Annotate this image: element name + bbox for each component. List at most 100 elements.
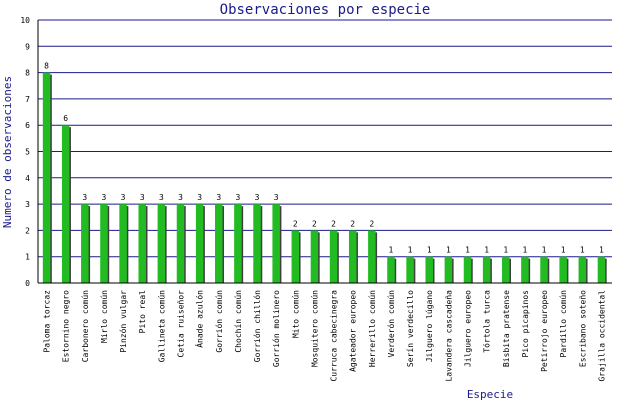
x-tick-label: Pico picapinos	[521, 290, 530, 358]
x-tick-label: Pinzón vulgar	[118, 290, 128, 353]
data-labels: 8 6 3 3 3 3 3 3 3 3 3 3 3 2 2 2 2 2 1 1 1 1 1 1 1 1 1 1 1 1	[44, 62, 604, 255]
bar	[42, 72, 51, 283]
bar	[482, 256, 491, 283]
grid	[38, 19, 612, 258]
y-tick-label: 1	[25, 253, 30, 262]
data-label: 3	[82, 193, 87, 202]
data-label: 3	[255, 193, 260, 202]
data-label: 3	[197, 193, 202, 202]
x-tick-label: Paloma torcaz	[43, 290, 52, 353]
y-tick-label: 3	[25, 200, 30, 209]
data-label: 1	[599, 246, 604, 255]
x-tick-label: Gorrión chillón	[252, 290, 262, 362]
bar	[272, 204, 280, 283]
axes	[37, 20, 612, 284]
y-tick-label: 4	[25, 174, 30, 183]
y-tick-label: 9	[25, 42, 30, 51]
x-tick-label: Jilguero lúgano	[425, 290, 434, 362]
bar	[387, 256, 395, 283]
data-label: 3	[140, 193, 145, 202]
x-tick-label: Mosquitero común	[310, 290, 319, 367]
chart-title: Observaciones por especie	[220, 2, 431, 18]
x-tick-label: Serín verdecillo	[406, 290, 415, 367]
bars	[42, 72, 607, 283]
bar	[425, 256, 433, 283]
data-label: 3	[235, 193, 240, 202]
bar	[100, 204, 108, 283]
x-axis-label: Especie	[467, 388, 513, 400]
data-label: 1	[522, 246, 527, 255]
y-tick-label: 10	[20, 16, 30, 25]
data-label: 3	[178, 193, 183, 202]
y-axis-label: Numero de observaciones	[1, 76, 14, 228]
y-tick-label: 2	[25, 226, 30, 235]
x-tick-label: Lavandera cascadeña	[444, 290, 453, 382]
bar	[195, 204, 204, 283]
x-tick-label: Estornino negro	[62, 290, 71, 362]
data-label: 3	[159, 193, 164, 202]
data-label: 6	[63, 114, 68, 123]
bar	[329, 230, 338, 283]
bar	[578, 256, 587, 283]
data-label: 2	[350, 219, 355, 228]
data-label: 3	[216, 193, 221, 202]
bar	[406, 256, 414, 283]
data-label: 3	[102, 193, 107, 202]
y-tick-label: 7	[25, 95, 30, 104]
bar	[215, 204, 223, 283]
data-label: 1	[408, 246, 413, 255]
bar	[368, 230, 376, 283]
bar	[559, 256, 567, 283]
bar	[597, 256, 606, 283]
x-tick-label: Gallineta común	[157, 290, 166, 362]
x-tick-label: Jilguero europeo	[464, 290, 473, 367]
bar	[291, 230, 300, 283]
data-label: 3	[121, 193, 126, 202]
bar	[138, 204, 146, 283]
data-label: 2	[369, 219, 374, 228]
bar	[234, 204, 242, 283]
x-tick-label: Gorrión molinero	[271, 290, 281, 367]
bar	[61, 125, 70, 283]
data-label: 1	[580, 246, 585, 255]
x-tick-label: Pardillo común	[559, 290, 568, 358]
data-label: 8	[44, 62, 49, 71]
x-tick-label: Bisbita pratense	[502, 290, 511, 367]
bar	[502, 256, 510, 283]
bar	[521, 256, 529, 283]
bar	[310, 230, 319, 283]
x-tick-label: Mirlo común	[100, 290, 109, 343]
bar	[463, 256, 472, 283]
data-label: 1	[542, 246, 547, 255]
bar	[348, 230, 357, 283]
x-tick-label: Carbonero común	[81, 290, 90, 362]
y-tick-label: 0	[25, 279, 30, 288]
x-tick-label: Chochín común	[234, 290, 243, 353]
y-tick-label: 8	[25, 69, 30, 78]
y-tick-label: 6	[25, 121, 30, 130]
x-ticks: Paloma torcaz Estornino negro Carbonero co…	[43, 290, 607, 382]
x-tick-label: Grajilla occidental	[597, 290, 606, 382]
data-label: 1	[465, 246, 470, 255]
bar	[176, 204, 185, 283]
bar	[157, 204, 166, 283]
data-label: 1	[561, 246, 566, 255]
bar	[253, 204, 261, 283]
x-tick-label: Tórtola turca	[482, 290, 492, 353]
bar	[540, 256, 548, 283]
x-tick-label: Agateador europeo	[349, 290, 358, 372]
x-tick-label: Verderón común	[386, 290, 396, 358]
x-tick-label: Mito común	[291, 290, 300, 338]
x-tick-label: Pito real	[138, 290, 147, 334]
data-label: 1	[389, 246, 394, 255]
data-label: 2	[293, 219, 298, 228]
x-tick-label: Gorrión común	[214, 290, 224, 353]
x-tick-label: Escribano soteño	[578, 290, 587, 367]
data-label: 1	[484, 246, 489, 255]
data-label: 2	[331, 219, 336, 228]
data-label: 3	[274, 193, 279, 202]
x-tick-label: Petirrojo europeo	[540, 290, 549, 372]
bar	[81, 204, 89, 283]
data-label: 1	[427, 246, 432, 255]
